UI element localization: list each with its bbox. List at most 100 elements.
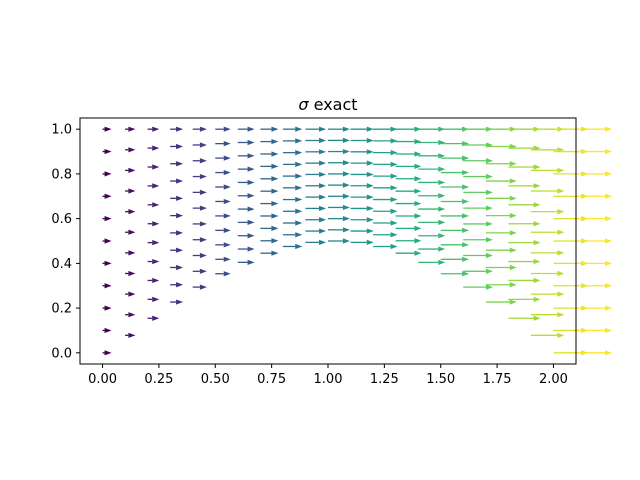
vector-arrow — [260, 188, 279, 194]
vector-arrow — [147, 296, 160, 302]
vector-arrow — [576, 305, 613, 311]
vector-arrow — [463, 205, 493, 211]
vector-arrow — [328, 126, 350, 132]
vector-arrow — [395, 200, 422, 207]
x-tick-label: 0.50 — [201, 372, 230, 387]
vector-arrow — [530, 229, 565, 235]
vector-arrow — [576, 283, 613, 289]
vector-arrow — [192, 126, 207, 132]
vector-arrow — [395, 176, 422, 182]
y-axis: 0.0 0.2 0.4 0.6 0.8 1.0 — [51, 123, 80, 361]
vector-arrow — [170, 126, 184, 132]
vector-arrow — [305, 126, 327, 132]
vector-arrow — [418, 139, 446, 146]
vector-arrow — [170, 178, 184, 184]
vector-arrow — [485, 299, 517, 305]
vector-arrow — [282, 185, 303, 191]
y-tick-label: 0.4 — [51, 257, 72, 272]
vector-arrow — [282, 243, 303, 250]
chart-title-rest: exact — [309, 95, 358, 114]
vector-arrow — [102, 305, 112, 311]
vector-arrow — [237, 126, 255, 132]
vector-arrow — [147, 183, 160, 189]
vector-arrow — [530, 188, 565, 194]
vector-arrow — [125, 188, 136, 194]
vector-arrow — [125, 126, 136, 132]
vector-arrow — [440, 184, 470, 190]
vector-arrow — [485, 161, 517, 167]
vector-arrow — [260, 250, 279, 256]
vector-arrow — [305, 137, 327, 144]
vector-arrow — [463, 173, 493, 180]
vector-arrow — [102, 148, 112, 155]
vector-arrow — [395, 250, 422, 256]
vector-arrow — [170, 247, 184, 253]
vector-arrow — [395, 225, 422, 231]
vector-arrow — [418, 153, 446, 159]
vector-arrow — [508, 277, 541, 284]
vector-arrow — [463, 268, 493, 274]
vector-arrow — [215, 169, 231, 176]
vector-arrow — [215, 213, 231, 219]
vector-arrow — [125, 250, 136, 256]
vector-arrow — [463, 237, 493, 243]
vector-arrow — [170, 230, 184, 236]
vector-arrow — [192, 205, 207, 211]
chart-title-symbol: σ — [298, 95, 309, 114]
vector-arrow — [508, 258, 541, 265]
vector-arrow — [125, 291, 136, 297]
vector-arrow — [147, 126, 160, 132]
vector-arrow — [282, 173, 303, 179]
vector-arrow — [260, 238, 279, 244]
vector-arrow — [192, 189, 207, 195]
vector-arrow — [102, 260, 112, 266]
vector-arrow — [373, 220, 398, 226]
vector-arrow — [305, 239, 327, 245]
vector-arrow — [440, 242, 470, 248]
vector-arrow — [282, 126, 303, 132]
x-tick-label: 0.00 — [88, 372, 117, 387]
vector-arrow — [237, 246, 255, 252]
vector-arrow — [237, 166, 255, 172]
vector-arrow — [305, 205, 327, 212]
vector-arrow — [170, 161, 184, 167]
vector-arrow — [576, 350, 613, 356]
vector-arrow — [530, 332, 565, 338]
vector-arrow — [102, 126, 112, 132]
vector-arrow — [463, 221, 493, 227]
vector-arrow — [305, 149, 327, 155]
vector-arrow — [215, 198, 231, 205]
vector-arrow — [328, 148, 350, 155]
vector-arrow — [192, 173, 207, 180]
vector-arrow — [485, 213, 517, 219]
vector-arrow — [508, 315, 541, 321]
vector-arrow — [215, 184, 231, 190]
x-tick-label: 1.25 — [370, 372, 399, 387]
vector-arrow — [440, 271, 470, 277]
vector-arrow — [170, 299, 184, 305]
y-tick-label: 0.6 — [51, 212, 72, 227]
vector-arrow — [328, 193, 350, 199]
chart-title: σ exact — [298, 95, 357, 114]
vector-arrow — [237, 259, 255, 265]
vector-arrow — [508, 202, 541, 208]
vector-arrow — [418, 193, 446, 199]
vector-arrow — [418, 233, 446, 239]
vector-arrow — [328, 238, 350, 244]
vector-arrow — [576, 260, 613, 266]
vector-arrow — [373, 161, 398, 167]
vector-arrow — [350, 217, 374, 223]
vector-arrow — [282, 138, 303, 144]
vector-arrow — [147, 164, 160, 170]
vector-arrow — [395, 163, 422, 169]
vector-arrow — [530, 167, 565, 174]
vector-arrow — [260, 163, 279, 169]
vector-arrow — [147, 315, 160, 321]
vector-arrow — [418, 166, 446, 172]
vector-arrow — [373, 243, 398, 250]
vector-arrow — [418, 179, 446, 186]
vector-arrow — [373, 185, 398, 191]
vector-arrow — [215, 242, 231, 248]
vector-arrow — [440, 198, 470, 205]
